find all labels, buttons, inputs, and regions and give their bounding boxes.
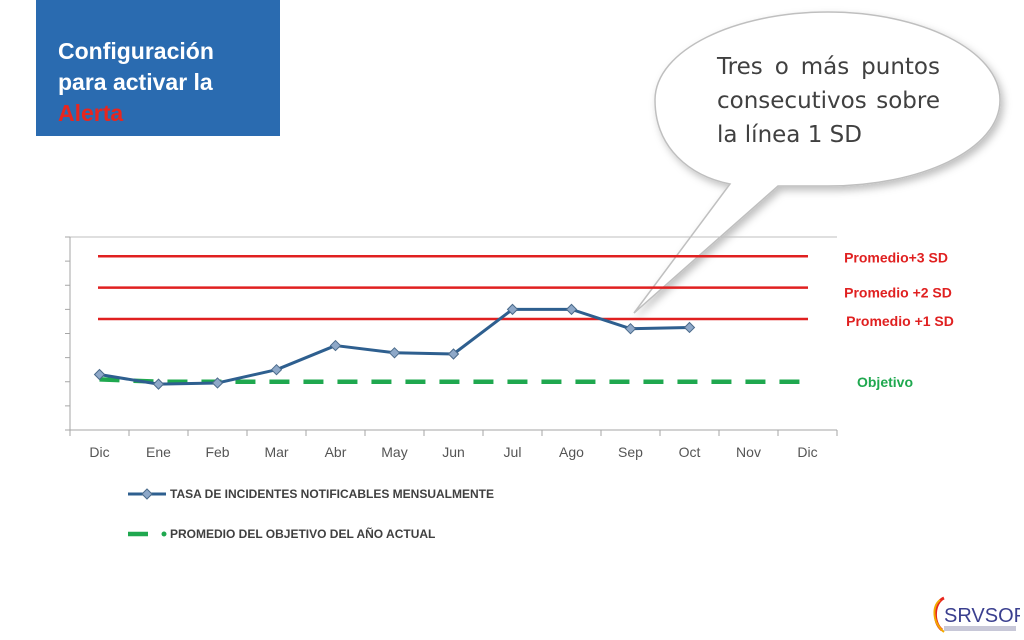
legend: TASA DE INCIDENTES NOTIFICABLES MENSUALM…	[128, 487, 494, 541]
x-tick-label: Abr	[325, 444, 347, 460]
reference-label: Promedio +2 SD	[844, 285, 952, 301]
reference-label: Promedio +1 SD	[846, 313, 954, 329]
callout-line-1: Tres o más puntos	[717, 54, 940, 80]
legend-label-objective: PROMEDIO DEL OBJETIVO DEL AÑO ACTUAL	[170, 526, 435, 541]
callout-line-3: la línea 1 SD	[717, 122, 862, 148]
title-box: Configuración para activar la Alerta	[36, 0, 280, 136]
plot-area	[65, 236, 838, 436]
legend-marker-incident	[141, 488, 153, 500]
x-tick-label: Ago	[559, 444, 584, 460]
x-tick-label: Oct	[679, 444, 701, 460]
title-line-1: Configuración	[58, 38, 214, 64]
x-tick-label: Dic	[89, 444, 109, 460]
x-tick-label: Dic	[797, 444, 817, 460]
x-tick-label: Ene	[146, 444, 171, 460]
data-point-marker	[506, 303, 519, 316]
x-tick-label: Nov	[736, 444, 761, 460]
callout-line-2: consecutivos sobre	[717, 88, 940, 114]
callout-text: Tres o más puntos consecutivos sobre la …	[717, 50, 940, 152]
srvsop-logo: SRVSOP	[933, 596, 1020, 633]
x-axis: Dic Ene Feb Mar Abr May Jun Jul Ago Sep Oct Nov Dic	[89, 444, 817, 460]
incident-rate-line	[99, 307, 690, 386]
title-line-2: para activar la	[58, 69, 213, 95]
data-point-marker	[447, 348, 460, 360]
reference-label: Objetivo	[857, 374, 913, 390]
legend-label-incident: TASA DE INCIDENTES NOTIFICABLES MENSUALM…	[170, 487, 494, 501]
data-point-marker	[152, 378, 165, 390]
x-tick-label: Jul	[504, 444, 522, 460]
data-point-marker	[388, 347, 401, 359]
reference-lines: Promedio+3 SD Promedio +2 SD Promedio +1 S…	[98, 249, 954, 390]
x-tick-label: Jun	[442, 444, 465, 460]
title-line-3-alert: Alerta	[58, 100, 124, 126]
data-point-marker	[624, 322, 637, 335]
x-tick-label: Feb	[205, 444, 229, 460]
data-point-marker	[93, 368, 106, 381]
data-point-marker	[329, 339, 342, 352]
data-point-marker	[683, 321, 696, 334]
x-tick-label: May	[381, 444, 407, 460]
reference-label: Promedio+3 SD	[844, 249, 948, 265]
x-tick-label: Sep	[618, 444, 643, 460]
legend-marker-objective	[161, 531, 167, 537]
callout-bubble	[633, 11, 1001, 314]
data-point-marker	[270, 363, 283, 376]
data-point-marker	[565, 303, 578, 316]
data-point-marker	[211, 377, 224, 389]
logo-text: SRVSOP	[944, 605, 1020, 627]
objective-series-line	[99, 377, 808, 384]
series-layer	[93, 303, 808, 390]
x-tick-label: Mar	[264, 444, 288, 460]
